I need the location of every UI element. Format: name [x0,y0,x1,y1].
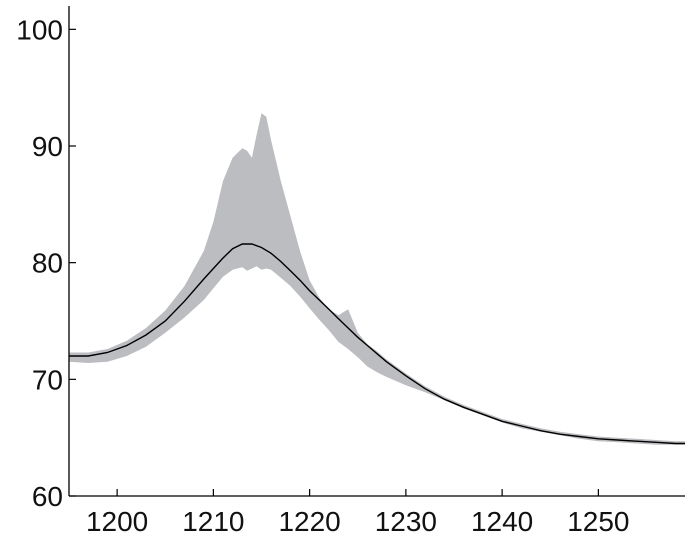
y-tick-label: 100 [16,14,63,45]
y-tick-label: 80 [32,248,63,279]
x-axis-ticks: 1200 1210 1220 1230 1240 1250 [86,489,630,537]
x-tick-label: 1220 [278,506,340,537]
y-tick-label: 60 [32,481,63,512]
y-axis-ticks: 60 70 80 90 100 [16,14,76,512]
mean-line [69,243,685,445]
axes-frame [68,6,685,497]
mean-line-layer [69,243,685,445]
uncertainty-band [69,113,685,445]
y-tick-label: 70 [32,364,63,395]
x-tick-label: 1200 [86,506,148,537]
x-tick-label: 1240 [471,506,533,537]
x-tick-label: 1250 [567,506,629,537]
x-tick-label: 1230 [375,506,437,537]
uncertainty-band-layer [69,113,685,445]
y-tick-label: 90 [32,131,63,162]
x-tick-label: 1210 [182,506,244,537]
